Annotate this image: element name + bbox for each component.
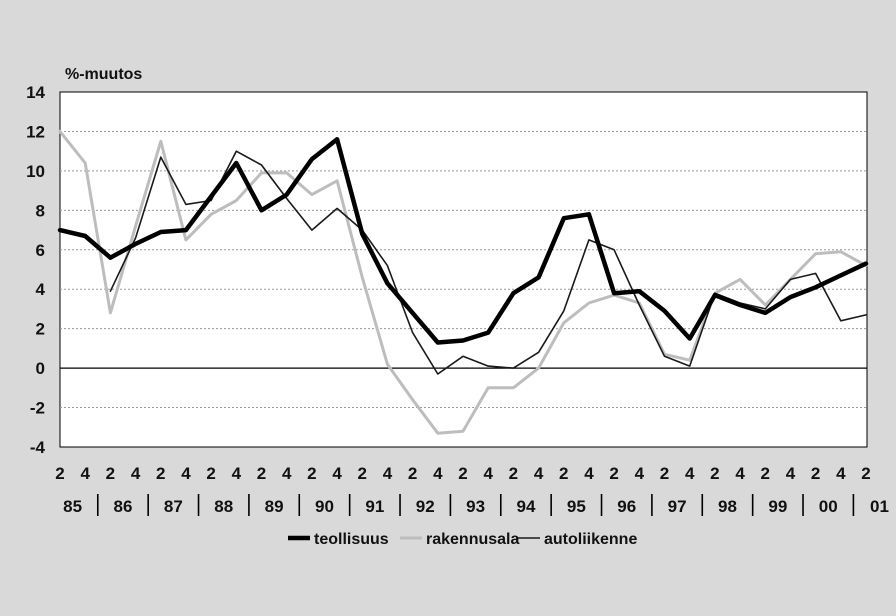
y-tick-label: -4 — [30, 438, 46, 457]
series-line-rakennusala — [58, 129, 868, 435]
y-tick-label: 4 — [36, 280, 46, 299]
x-quarter-label: 4 — [181, 464, 191, 483]
x-year-label: 86 — [114, 497, 133, 516]
plot-area — [59, 91, 868, 448]
x-quarter-label: 2 — [307, 464, 316, 483]
x-year-label: 88 — [214, 497, 233, 516]
x-quarter-label: 4 — [786, 464, 796, 483]
x-quarter-label: 2 — [358, 464, 367, 483]
x-year-label: 99 — [768, 497, 787, 516]
x-quarter-label: 4 — [433, 464, 443, 483]
x-quarter-label: 4 — [635, 464, 645, 483]
x-quarter-label: 4 — [332, 464, 342, 483]
series-lines — [57, 129, 869, 435]
x-quarter-label: 2 — [156, 464, 165, 483]
legend-label-rakennusala: rakennusala — [426, 531, 519, 548]
x-quarter-label: 4 — [685, 464, 695, 483]
x-quarter-label: 4 — [232, 464, 242, 483]
x-year-label: 93 — [466, 497, 485, 516]
x-quarter-label: 4 — [584, 464, 594, 483]
x-year-label: 91 — [365, 497, 384, 516]
x-quarter-label: 2 — [761, 464, 770, 483]
x-quarter-label: 2 — [710, 464, 719, 483]
x-quarter-label: 4 — [131, 464, 141, 483]
y-tick-label: 6 — [36, 241, 45, 260]
x-year-label: 98 — [718, 497, 737, 516]
x-quarter-label: 2 — [257, 464, 266, 483]
x-year-label: 90 — [315, 497, 334, 516]
x-quarter-label: 4 — [383, 464, 393, 483]
x-quarter-label: 2 — [106, 464, 115, 483]
x-year-label: 92 — [416, 497, 435, 516]
x-year-label: 87 — [164, 497, 183, 516]
x-quarter-label: 4 — [80, 464, 90, 483]
x-quarter-label: 2 — [609, 464, 618, 483]
x-year-label: 97 — [668, 497, 687, 516]
x-quarter-label: 4 — [534, 464, 544, 483]
y-tick-label: 10 — [26, 162, 45, 181]
legend-label-autoliikenne: autoliikenne — [544, 531, 637, 548]
y-tick-label: 2 — [36, 320, 45, 339]
gridlines — [60, 130, 867, 409]
y-tick-label: 8 — [36, 201, 45, 220]
y-tick-label: 0 — [36, 359, 45, 378]
x-quarter-label: 2 — [458, 464, 467, 483]
x-quarter-label: 2 — [509, 464, 518, 483]
x-quarter-label: 4 — [282, 464, 292, 483]
y-tick-label: 12 — [26, 122, 45, 141]
x-quarter-label: 2 — [559, 464, 568, 483]
x-quarter-label: 4 — [735, 464, 745, 483]
x-year-label: 94 — [517, 497, 536, 516]
x-quarter-label: 4 — [483, 464, 493, 483]
x-year-label: 96 — [617, 497, 636, 516]
x-quarter-label: 2 — [660, 464, 669, 483]
legend-label-teollisuus: teollisuus — [314, 531, 389, 548]
x-quarter-label: 2 — [55, 464, 64, 483]
series-line-teollisuus — [57, 137, 869, 345]
y-tick-label: 14 — [26, 83, 45, 102]
x-quarter-label: 2 — [408, 464, 417, 483]
x-quarter-label: 2 — [206, 464, 215, 483]
x-quarter-label: 2 — [861, 464, 870, 483]
y-tick-label: -2 — [30, 399, 45, 418]
x-year-label: 89 — [265, 497, 284, 516]
y-axis-ticks: 14 12 10 8 6 4 2 0 -2 -4 — [26, 83, 45, 457]
x-year-label: 95 — [567, 497, 586, 516]
x-quarter-label: 4 — [836, 464, 846, 483]
x-axis-ticks: 2 4 2 4 2 4 2 4 2 4 2 4 2 4 2 4 2 4 2 4 2 4 2 4 2 4 2 4 2 4 2 4 285 86 87 8… — [55, 464, 889, 516]
x-year-label: 01 — [870, 497, 889, 516]
x-quarter-label: 2 — [811, 464, 820, 483]
x-year-label: 85 — [63, 497, 82, 516]
legend: teollisuus rakennusala autoliikenne — [288, 531, 637, 548]
y-axis-unit-label: %-muutos — [65, 66, 142, 83]
x-year-label: 00 — [819, 497, 838, 516]
